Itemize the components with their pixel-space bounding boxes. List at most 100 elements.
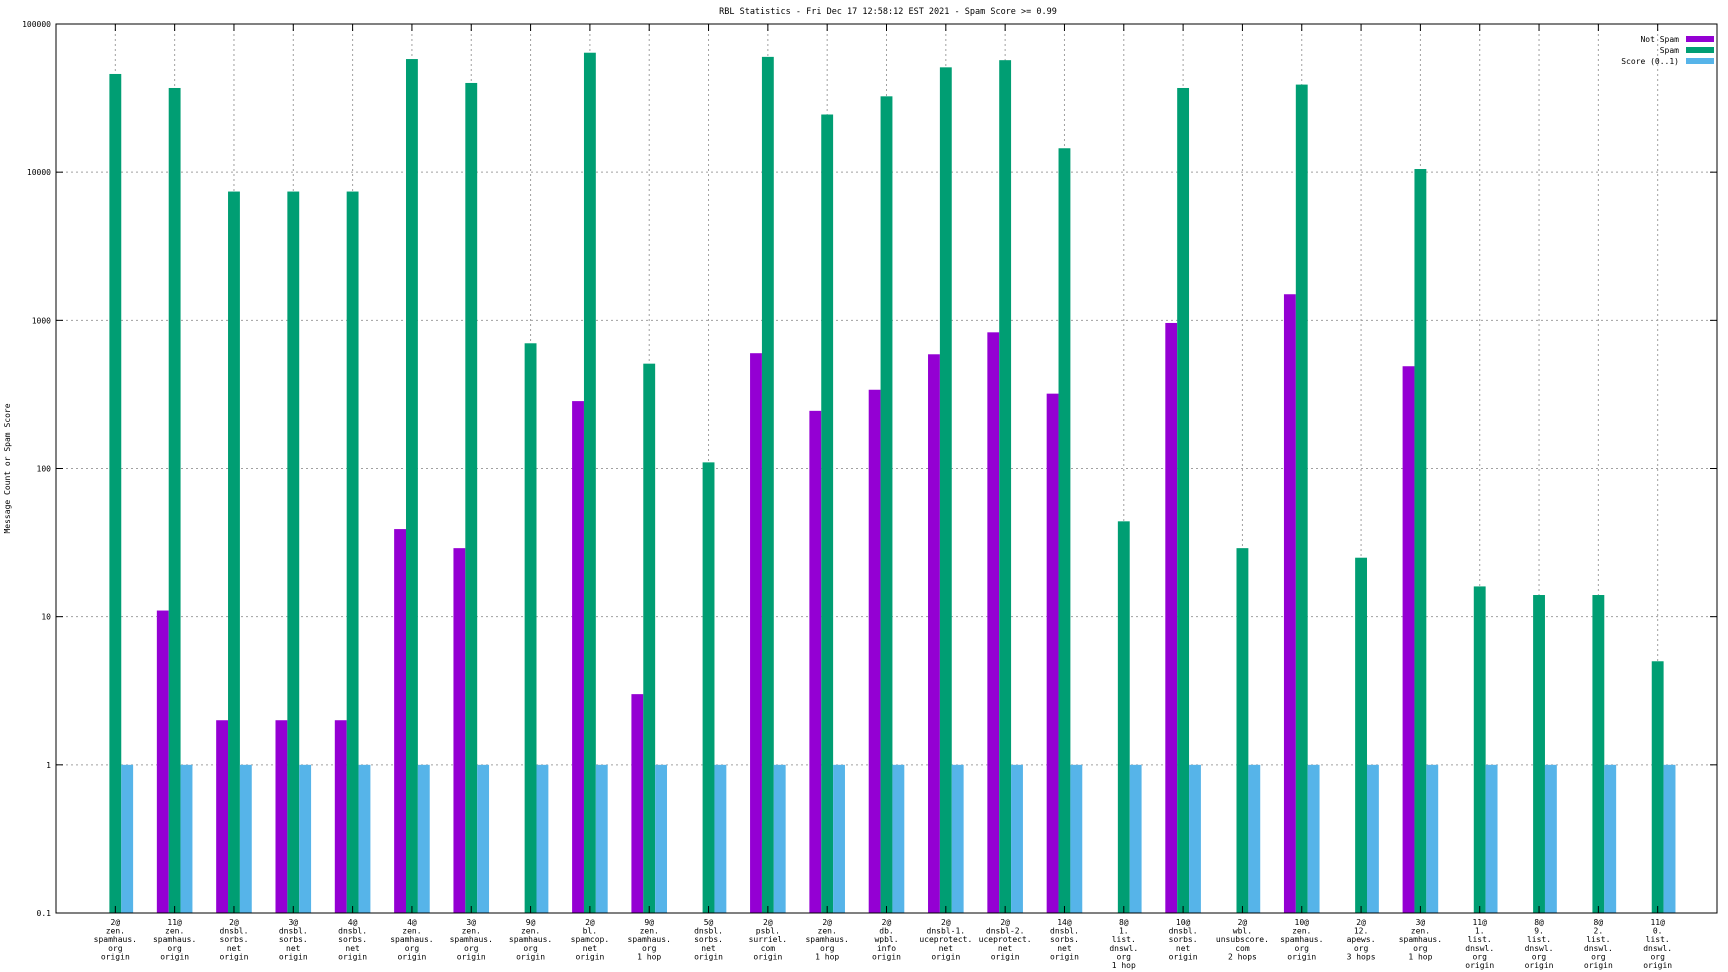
- y-axis-label: Message Count or Spam Score: [3, 403, 12, 533]
- x-tick-label: 3@ zen. spamhaus. org 1 hop: [1399, 918, 1442, 961]
- x-tick-label-line: spamhaus.: [390, 935, 433, 944]
- chart-title: RBL Statistics - Fri Dec 17 12:58:12 EST…: [719, 7, 1057, 17]
- bar-spam: [939, 67, 952, 913]
- bar-not-spam: [1046, 393, 1059, 913]
- x-tick-label: 8@ 1. list. dnswl. org 1 hop: [1109, 918, 1138, 970]
- x-tick-label-line: origin: [1287, 952, 1316, 961]
- x-tick-label-line: spamhaus.: [1280, 935, 1323, 944]
- x-tick-label-line: spamhaus.: [1399, 935, 1442, 944]
- x-tick-label-line: 2@: [585, 918, 595, 927]
- x-tick-label-line: list.: [1112, 935, 1136, 944]
- x-tick-label-line: 3@: [288, 918, 298, 927]
- x-tick-label-line: dnswl.: [1465, 944, 1494, 953]
- x-tick-label-line: 10@: [1176, 918, 1191, 927]
- x-tick-label-line: origin: [397, 952, 426, 961]
- x-tick-label-line: net: [939, 944, 954, 953]
- x-tick-label-line: dnswl.: [1643, 944, 1672, 953]
- x-tick-label-line: org: [1591, 952, 1606, 961]
- x-tick-label-line: sorbs.: [694, 935, 723, 944]
- x-tick-label-line: 4@: [407, 918, 417, 927]
- bar-spam: [405, 59, 418, 914]
- x-tick-label-line: 9@: [644, 918, 654, 927]
- bar-score-0-1: [1604, 764, 1617, 913]
- x-tick-label-line: origin: [101, 952, 130, 961]
- bar-not-spam: [1165, 322, 1178, 913]
- bar-spam: [1592, 595, 1605, 913]
- bar-score-0-1: [1544, 764, 1557, 913]
- x-tick-label-line: origin: [991, 952, 1020, 961]
- x-tick-label-line: wpbl.: [874, 935, 898, 944]
- x-tick-label-line: sorbs.: [220, 935, 249, 944]
- x-tick-label-line: org: [1354, 944, 1369, 953]
- x-tick-label-line: 2@: [822, 918, 832, 927]
- x-tick-label-line: org: [405, 944, 420, 953]
- x-tick-label-line: list.: [1468, 935, 1492, 944]
- bar-score-0-1: [121, 764, 134, 913]
- bar-spam: [702, 462, 715, 913]
- x-tick-label: 3@ zen. spamhaus. org origin: [450, 918, 493, 961]
- x-tick-label-line: origin: [1643, 961, 1672, 970]
- x-tick-label: 9@ zen. spamhaus. org 1 hop: [628, 918, 671, 961]
- bar-score-0-1: [892, 764, 905, 913]
- bar-spam: [524, 343, 537, 913]
- x-tick-label-line: 8@: [1119, 918, 1129, 927]
- bar-spam: [1355, 557, 1368, 913]
- bar-spam: [346, 191, 359, 913]
- bar-spam: [1295, 84, 1308, 914]
- bar-spam: [1117, 521, 1130, 913]
- bar-spam: [228, 191, 240, 913]
- x-tick-label-line: zen.: [165, 927, 184, 936]
- x-tick-label-line: origin: [457, 952, 486, 961]
- legend: Not Spam Spam Score (0..1): [1621, 35, 1714, 66]
- y-tick-label: 10000: [27, 168, 51, 177]
- bar-not-spam: [394, 529, 406, 913]
- bar-not-spam: [334, 720, 347, 913]
- bar-score-0-1: [1663, 764, 1676, 913]
- x-tick-label-line: 8@: [1594, 918, 1604, 927]
- bar-score-0-1: [714, 764, 727, 913]
- x-tick-label-line: zen.: [1411, 927, 1430, 936]
- bar-score-0-1: [1426, 764, 1439, 913]
- x-tick-label-line: 9@: [526, 918, 536, 927]
- x-tick-label-line: 2@: [1238, 918, 1248, 927]
- x-tick-label-line: spamhaus.: [450, 935, 493, 944]
- x-tick-label: 8@ 2. list. dnswl. org origin: [1584, 918, 1613, 970]
- x-tick-label: 2@ db. wpbl. info origin: [872, 918, 901, 961]
- bar-score-0-1: [773, 764, 786, 913]
- x-tick-label: 11@ 0. list. dnswl. org origin: [1643, 918, 1672, 970]
- x-tick-label-line: sorbs.: [279, 935, 308, 944]
- bar-not-spam: [928, 354, 940, 914]
- x-tick-label-line: zen.: [1292, 927, 1311, 936]
- x-tick-label-line: spamhaus.: [628, 935, 671, 944]
- x-tick-label: 2@ dnsbl-1. uceprotect. net origin: [919, 918, 972, 961]
- bar-spam: [761, 56, 774, 913]
- x-tick-label: 10@ zen. spamhaus. org origin: [1280, 918, 1323, 961]
- x-tick-label-line: list.: [1586, 935, 1610, 944]
- x-tick-label-line: 3@: [466, 918, 476, 927]
- x-tick-label-line: 1 hop: [815, 952, 839, 961]
- x-tick-label: 11@ 1. list. dnswl. org origin: [1465, 918, 1494, 970]
- x-tick-label-line: uceprotect.: [919, 935, 972, 944]
- bar-not-spam: [1402, 366, 1415, 913]
- x-tick-label-line: dnswl.: [1109, 944, 1138, 953]
- x-tick-label-line: org: [820, 944, 835, 953]
- x-tick-label-line: 3 hops: [1347, 952, 1376, 961]
- bar-spam: [1533, 595, 1545, 913]
- bar-not-spam: [750, 353, 762, 913]
- legend-swatch: [1686, 58, 1714, 64]
- x-tick-label-line: 5@: [704, 918, 714, 927]
- bar-score-0-1: [1367, 764, 1379, 913]
- legend-swatch: [1686, 47, 1714, 53]
- bar-not-spam: [868, 389, 881, 913]
- bar-spam: [1177, 87, 1190, 914]
- bar-score-0-1: [655, 764, 668, 913]
- x-tick-label-line: 1 hop: [637, 952, 661, 961]
- x-tick-label-line: 9.: [1534, 927, 1544, 936]
- x-tick-label-line: surriel.: [749, 935, 788, 944]
- bar-score-0-1: [833, 764, 845, 913]
- x-tick-label-line: origin: [694, 952, 723, 961]
- x-tick-label-line: zen.: [521, 927, 540, 936]
- bar-not-spam: [216, 720, 229, 913]
- x-tick-label-line: com: [1235, 944, 1250, 953]
